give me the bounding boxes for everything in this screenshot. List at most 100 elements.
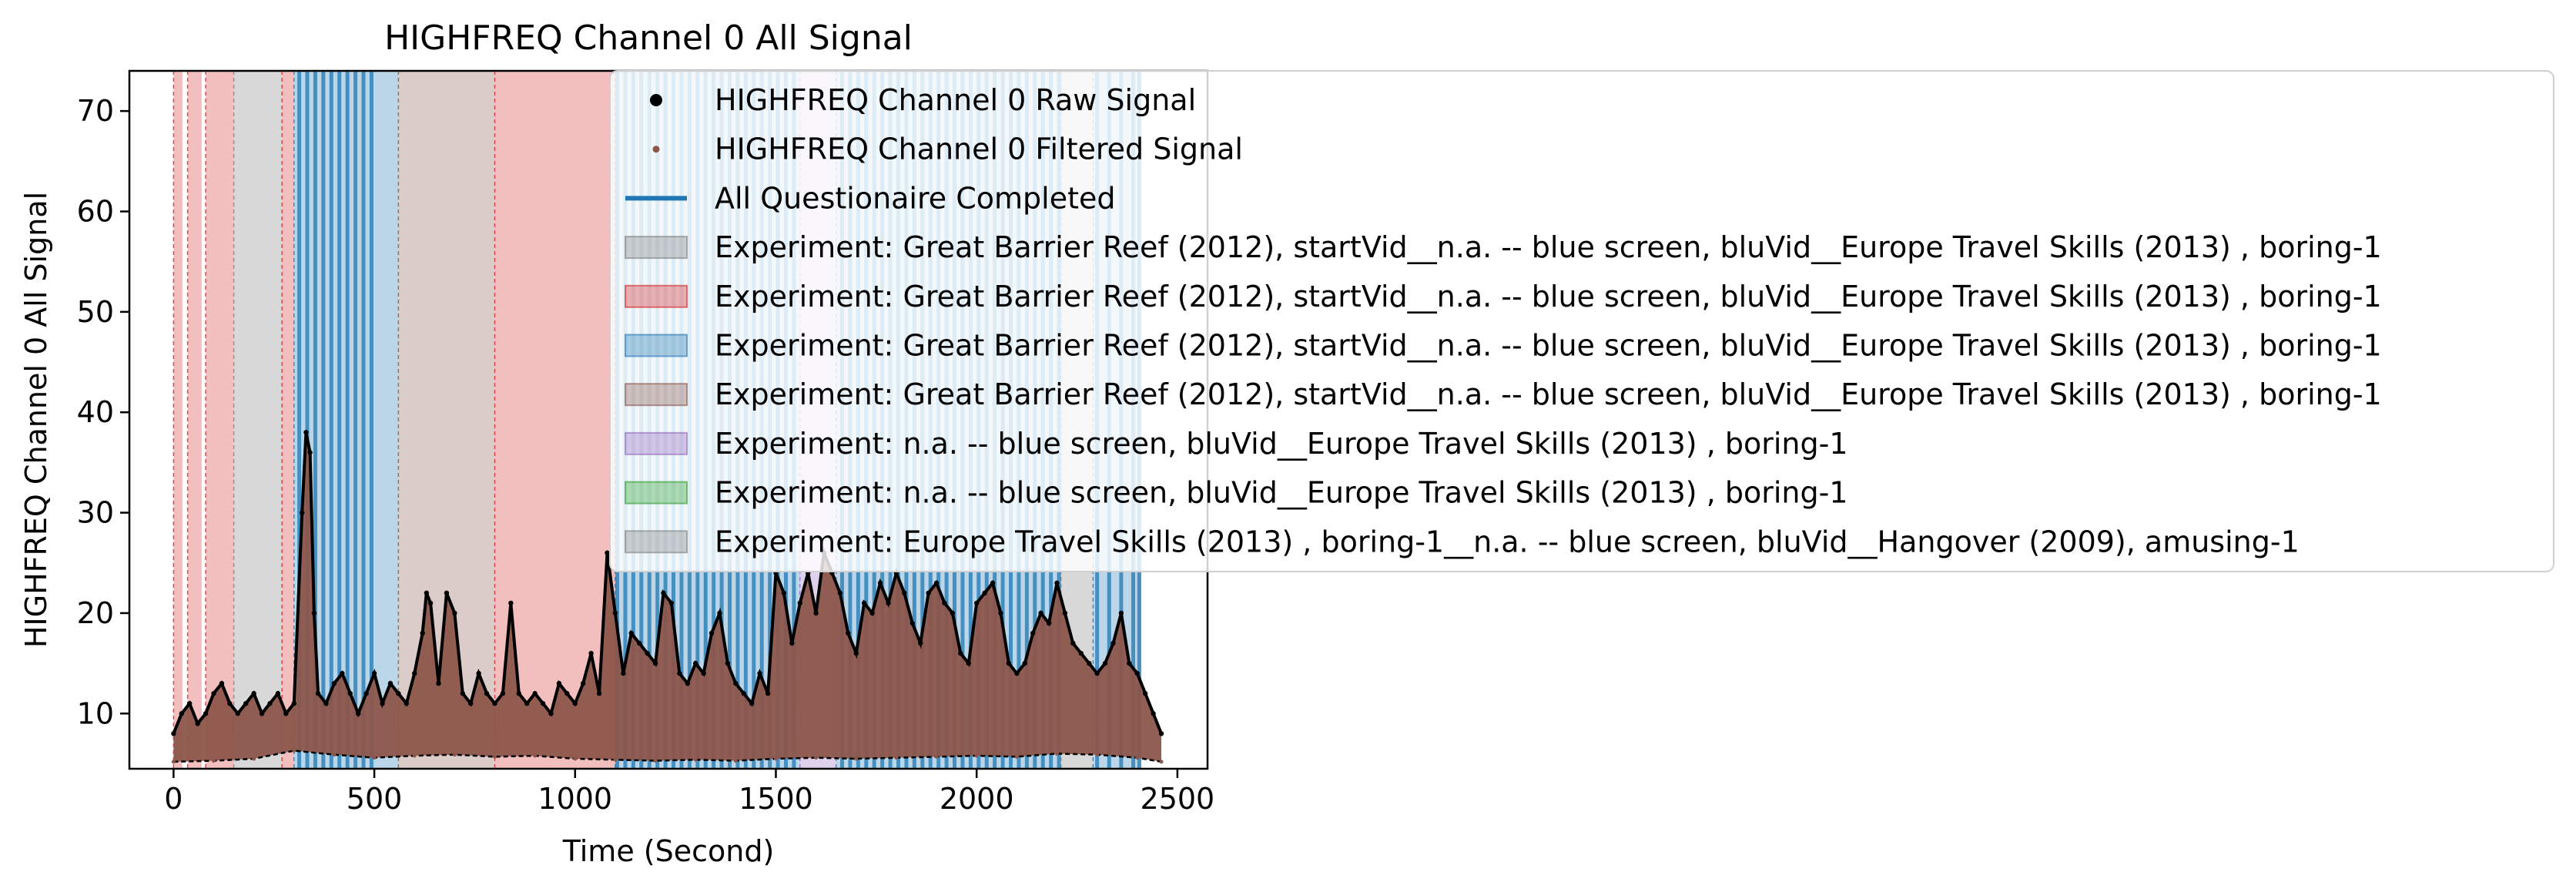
raw-signal-point-61: [636, 640, 642, 646]
raw-signal-point-87: [846, 630, 851, 636]
raw-signal-point-60: [628, 630, 634, 636]
raw-signal-point-3: [195, 721, 200, 726]
raw-signal-point-37: [444, 590, 450, 596]
filtered-signal-point-20: [974, 753, 979, 758]
filtered-signal-point-8: [492, 754, 497, 759]
raw-signal-point-65: [668, 600, 675, 606]
raw-signal-point-99: [942, 600, 947, 606]
shaded-region-0: [173, 71, 183, 769]
legend-box: [609, 70, 2554, 572]
raw-signal-point-50: [548, 711, 554, 716]
raw-signal-point-106: [998, 610, 1003, 616]
legend-marker-8: [625, 481, 688, 505]
raw-signal-point-116: [1078, 650, 1084, 656]
raw-signal-point-15: [291, 701, 296, 706]
raw-signal-point-105: [990, 580, 996, 586]
raw-signal-point-33: [420, 630, 425, 636]
raw-signal-point-100: [950, 610, 956, 616]
raw-signal-point-5: [211, 691, 216, 696]
y-tick-label-0: 10: [77, 696, 114, 730]
raw-signal-point-25: [356, 711, 361, 716]
raw-signal-point-75: [749, 701, 755, 706]
filtered-signal-point-22: [1054, 751, 1059, 756]
legend-marker-5: [625, 334, 688, 357]
filtered-signal-point-7: [452, 753, 457, 757]
raw-signal-point-67: [685, 680, 690, 686]
raw-signal-point-10: [251, 691, 256, 696]
raw-signal-point-122: [1127, 660, 1132, 666]
filtered-signal-point-12: [653, 759, 658, 763]
raw-signal-point-36: [436, 680, 441, 686]
raw-signal-point-110: [1030, 630, 1036, 636]
raw-signal-point-70: [708, 630, 715, 636]
filtered-signal-point-0: [171, 760, 176, 764]
filtered-signal-point-3: [292, 749, 296, 753]
raw-signal-point-20: [315, 691, 321, 696]
shaded-region-3: [233, 71, 283, 769]
raw-signal-point-62: [645, 650, 650, 656]
shaded-region-1: [187, 71, 202, 769]
shaded-region-4: [282, 71, 294, 769]
filtered-signal-point-11: [613, 757, 618, 762]
raw-signal-point-59: [621, 670, 626, 676]
raw-signal-point-76: [757, 670, 762, 676]
raw-signal-point-26: [363, 691, 369, 696]
raw-signal-point-124: [1142, 691, 1148, 696]
raw-signal-point-103: [973, 600, 980, 606]
x-tick-label-1: 500: [347, 782, 403, 816]
legend: HIGHFREQ Channel 0 Raw Signal HIGHFREQ Ch…: [609, 70, 2554, 572]
raw-signal-point-64: [661, 590, 666, 596]
x-tick-label-3: 1500: [739, 782, 813, 816]
raw-signal-point-16: [300, 510, 305, 515]
raw-signal-point-54: [580, 680, 586, 686]
raw-signal-point-57: [605, 550, 610, 555]
raw-signal-point-31: [404, 701, 409, 706]
filtered-signal-point-18: [894, 756, 899, 760]
raw-signal-point-12: [267, 701, 273, 706]
filtered-signal-point-19: [934, 754, 939, 759]
raw-signal-point-119: [1102, 660, 1108, 666]
raw-signal-point-107: [1006, 660, 1012, 666]
raw-signal-point-0: [171, 731, 176, 736]
raw-signal-point-98: [933, 580, 940, 586]
raw-signal-point-125: [1151, 711, 1156, 716]
raw-signal-point-115: [1070, 640, 1076, 646]
raw-signal-point-102: [966, 660, 971, 666]
legend-entries: HIGHFREQ Channel 0 Raw Signal HIGHFREQ Ch…: [625, 83, 2382, 558]
x-tick-label-2: 1000: [538, 782, 612, 816]
raw-signal-point-18: [307, 450, 313, 455]
raw-signal-point-32: [412, 670, 417, 676]
legend-marker-7: [625, 431, 688, 455]
raw-signal-point-44: [500, 691, 506, 696]
filtered-signal-point-5: [372, 756, 377, 760]
raw-signal-point-114: [1062, 610, 1068, 616]
raw-signal-point-24: [347, 691, 353, 696]
raw-signal-point-56: [596, 691, 602, 696]
legend-label-6: Experiment: Great Barrier Reef (2012), s…: [715, 377, 2382, 411]
signal-band: [173, 432, 1161, 762]
raw-signal-point-23: [340, 670, 345, 676]
raw-signal-point-104: [982, 590, 987, 596]
raw-signal-point-7: [227, 701, 233, 706]
chart-title: HIGHFREQ Channel 0 All Signal: [384, 18, 913, 58]
filtered-signal-point-6: [412, 753, 417, 758]
raw-signal-point-101: [958, 650, 963, 656]
filtered-signal-point-16: [814, 756, 819, 760]
raw-signal-point-66: [677, 670, 682, 676]
raw-signal-point-113: [1054, 580, 1060, 586]
filtered-signal-line: [173, 749, 1162, 763]
raw-signal-point-22: [331, 680, 337, 686]
raw-signal-point-79: [781, 590, 787, 596]
x-tick-label-5: 2500: [1141, 782, 1215, 816]
legend-label-5: Experiment: Great Barrier Reef (2012), s…: [715, 329, 2382, 363]
filtered-signal-point-23: [1095, 753, 1100, 757]
raw-signal-point-88: [853, 650, 859, 656]
raw-signal-point-29: [387, 680, 394, 686]
raw-signal-point-51: [556, 680, 562, 686]
raw-signal-point-111: [1038, 610, 1043, 616]
raw-signal-point-11: [259, 711, 265, 716]
raw-signal-point-58: [612, 610, 618, 616]
raw-signal-point-41: [476, 670, 481, 676]
raw-signal-point-17: [303, 430, 309, 435]
